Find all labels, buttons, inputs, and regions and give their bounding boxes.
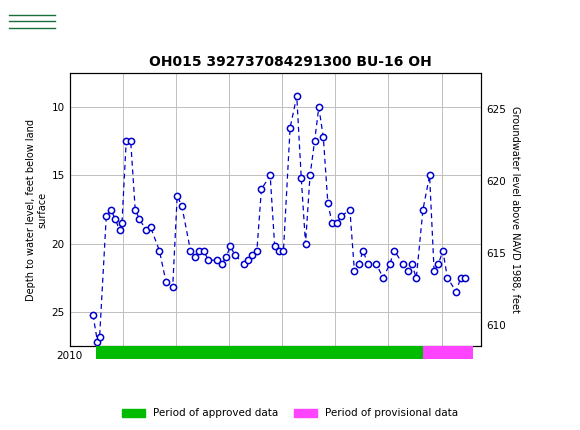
Text: USGS: USGS xyxy=(67,14,122,31)
Y-axis label: Groundwater level above NAVD 1988, feet: Groundwater level above NAVD 1988, feet xyxy=(510,106,520,313)
Bar xyxy=(96,346,423,359)
Y-axis label: Depth to water level, feet below land
surface: Depth to water level, feet below land su… xyxy=(26,119,48,301)
Legend: Period of approved data, Period of provisional data: Period of approved data, Period of provi… xyxy=(118,404,462,423)
Bar xyxy=(6,4,58,41)
Bar xyxy=(423,346,473,359)
Text: OH015 392737084291300 BU-16 OH: OH015 392737084291300 BU-16 OH xyxy=(148,55,432,69)
